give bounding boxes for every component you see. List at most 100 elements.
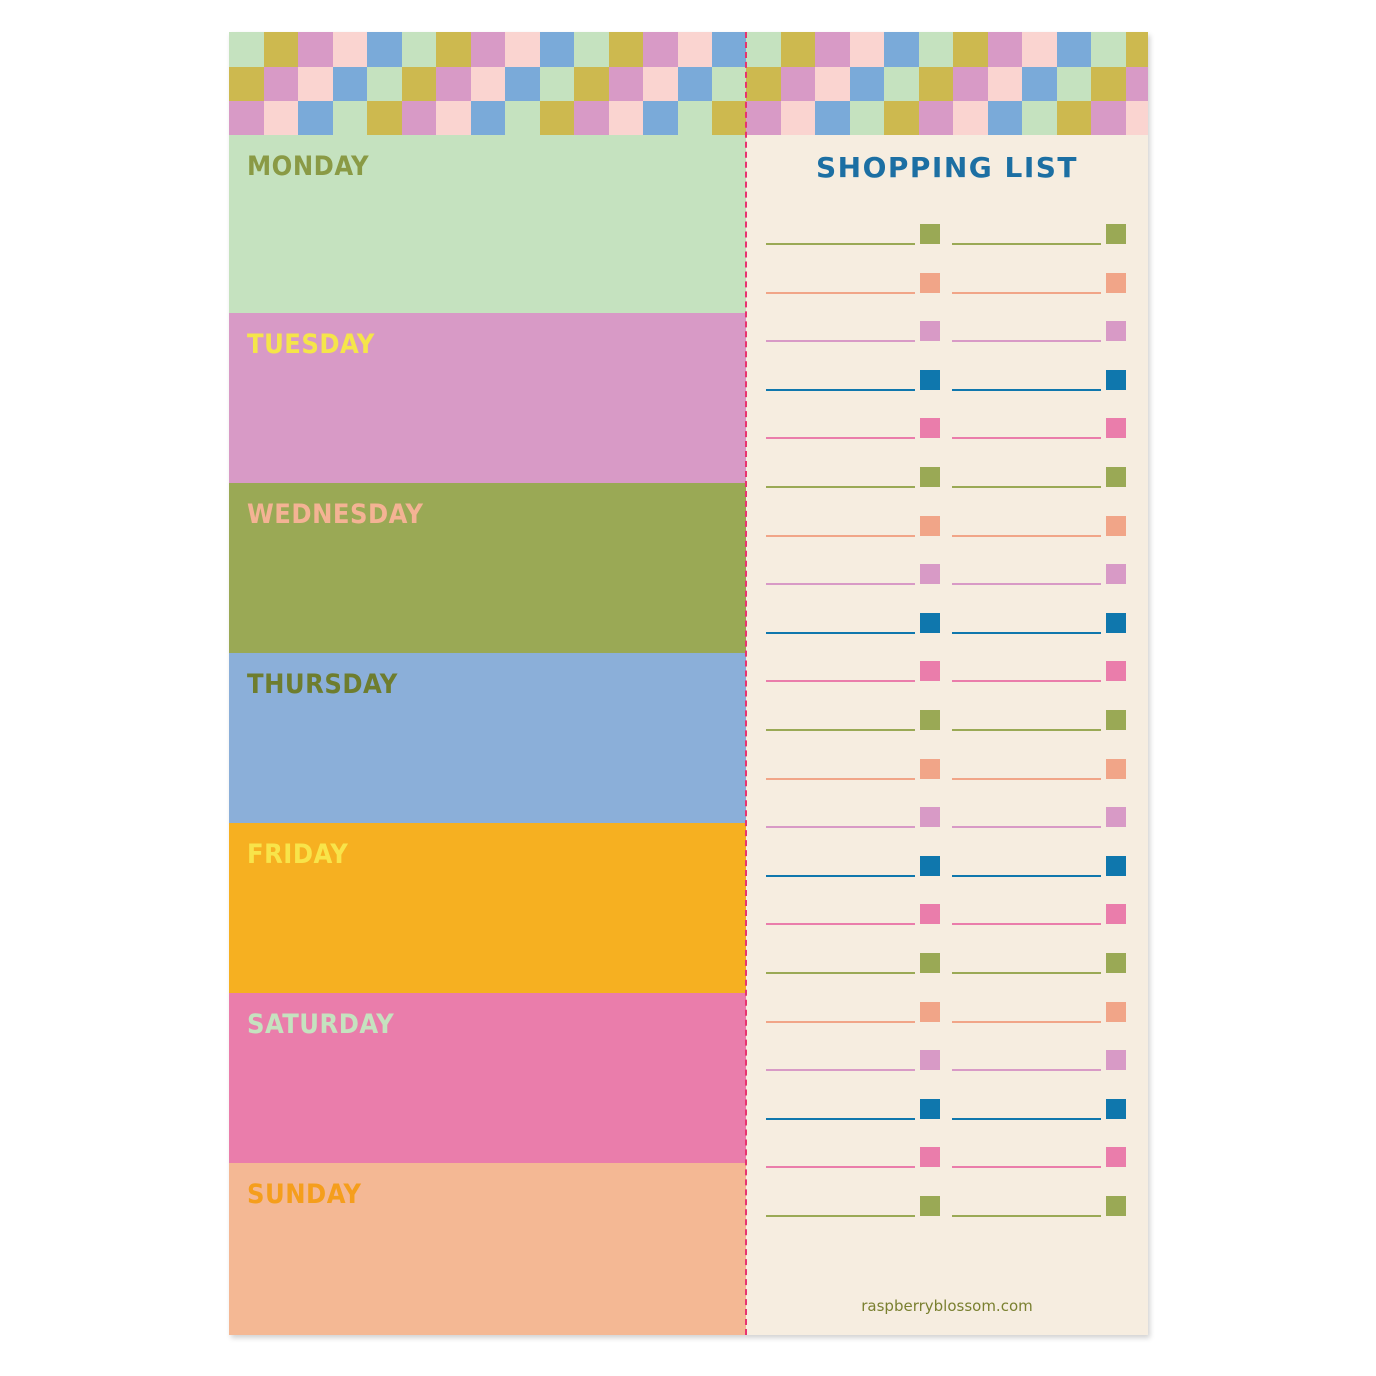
shopping-item-checkbox[interactable] <box>920 855 940 876</box>
shopping-item-checkbox[interactable] <box>920 1050 940 1071</box>
shopping-item-checkbox[interactable] <box>1106 1098 1126 1119</box>
day-section-sunday[interactable]: SUNDAY <box>229 1163 746 1335</box>
shopping-item-checkbox[interactable] <box>920 661 940 682</box>
shopping-item-line[interactable] <box>952 1069 1101 1072</box>
shopping-item-line[interactable] <box>766 583 915 586</box>
shopping-item-checkbox[interactable] <box>1106 758 1126 779</box>
shopping-item-checkbox[interactable] <box>1106 661 1126 682</box>
shopping-item-checkbox[interactable] <box>920 564 940 585</box>
checker-square <box>367 32 402 67</box>
shopping-item-line[interactable] <box>766 243 915 245</box>
shopping-item-checkbox[interactable] <box>1106 224 1126 244</box>
shopping-item-line[interactable] <box>766 972 915 974</box>
day-section-monday[interactable]: MONDAY <box>229 135 746 313</box>
shopping-item-line[interactable] <box>952 874 1101 877</box>
shopping-item-line[interactable] <box>766 729 915 731</box>
shopping-item-checkbox[interactable] <box>920 321 940 342</box>
shopping-item-checkbox[interactable] <box>1106 321 1126 342</box>
shopping-item-line[interactable] <box>952 1215 1101 1217</box>
shopping-item-line[interactable] <box>766 1069 915 1072</box>
shopping-item-checkbox[interactable] <box>1106 953 1126 973</box>
shopping-item-line[interactable] <box>952 534 1101 537</box>
checker-square <box>470 32 506 67</box>
shopping-item-line[interactable] <box>952 777 1101 780</box>
day-section-thursday[interactable]: THURSDAY <box>229 653 746 823</box>
shopping-item-checkbox[interactable] <box>920 1001 940 1022</box>
shopping-item-checkbox[interactable] <box>920 758 940 779</box>
checker-square <box>815 66 850 102</box>
shopping-item-checkbox[interactable] <box>920 224 940 244</box>
shopping-item-line[interactable] <box>952 486 1101 488</box>
shopping-item-line[interactable] <box>766 340 915 343</box>
day-label: SATURDAY <box>247 1009 395 1040</box>
shopping-item-line[interactable] <box>952 243 1101 245</box>
shopping-item-checkbox[interactable] <box>920 369 940 390</box>
shopping-item-line[interactable] <box>766 826 915 829</box>
shopping-item-line[interactable] <box>766 631 915 634</box>
shopping-item-checkbox[interactable] <box>1106 855 1126 876</box>
shopping-item-line[interactable] <box>766 534 915 537</box>
shopping-item-checkbox[interactable] <box>1106 1050 1126 1071</box>
shopping-item-checkbox[interactable] <box>1106 369 1126 390</box>
shopping-item-line[interactable] <box>952 729 1101 731</box>
shopping-item-line[interactable] <box>952 631 1101 634</box>
shopping-item-line[interactable] <box>766 1215 915 1217</box>
shopping-item-checkbox[interactable] <box>920 1098 940 1119</box>
shopping-item-line[interactable] <box>766 874 915 877</box>
shopping-item-checkbox[interactable] <box>1106 467 1126 487</box>
shopping-item-line[interactable] <box>952 972 1101 974</box>
shopping-item-line[interactable] <box>766 486 915 488</box>
shopping-item-line[interactable] <box>952 1117 1101 1120</box>
shopping-item-checkbox[interactable] <box>920 612 940 633</box>
shopping-item-line[interactable] <box>766 1020 915 1023</box>
day-section-saturday[interactable]: SATURDAY <box>229 993 746 1163</box>
shopping-item-checkbox[interactable] <box>920 953 940 973</box>
shopping-item-checkbox[interactable] <box>920 807 940 828</box>
shopping-item-checkbox[interactable] <box>1106 272 1126 293</box>
shopping-item-line[interactable] <box>952 437 1101 440</box>
shopping-item-line[interactable] <box>952 1020 1101 1023</box>
shopping-item-checkbox[interactable] <box>1106 1001 1126 1022</box>
shopping-item-checkbox[interactable] <box>1106 515 1126 536</box>
shopping-item-checkbox[interactable] <box>920 418 940 439</box>
day-section-tuesday[interactable]: TUESDAY <box>229 313 746 483</box>
shopping-item-checkbox[interactable] <box>1106 807 1126 828</box>
checker-square <box>1056 101 1092 135</box>
shopping-item-line[interactable] <box>766 1166 915 1169</box>
shopping-item-line[interactable] <box>766 1117 915 1120</box>
checker-square <box>780 66 816 102</box>
shopping-item-checkbox[interactable] <box>920 904 940 925</box>
shopping-item-line[interactable] <box>766 923 915 926</box>
shopping-item-line[interactable] <box>766 680 915 683</box>
shopping-item-checkbox[interactable] <box>920 467 940 487</box>
shopping-item-line[interactable] <box>952 680 1101 683</box>
day-section-wednesday[interactable]: WEDNESDAY <box>229 483 746 653</box>
shopping-item-line[interactable] <box>952 826 1101 829</box>
day-section-friday[interactable]: FRIDAY <box>229 823 746 993</box>
shopping-item-line[interactable] <box>952 1166 1101 1169</box>
shopping-item-checkbox[interactable] <box>1106 418 1126 439</box>
shopping-item-checkbox[interactable] <box>1106 1147 1126 1168</box>
shopping-item-line[interactable] <box>952 923 1101 926</box>
shopping-item-line[interactable] <box>952 291 1101 294</box>
shopping-item-checkbox[interactable] <box>1106 612 1126 633</box>
shopping-item-line[interactable] <box>952 388 1101 391</box>
shopping-item-checkbox[interactable] <box>1106 1196 1126 1216</box>
day-label: SUNDAY <box>247 1179 362 1210</box>
shopping-item-checkbox[interactable] <box>920 1147 940 1168</box>
shopping-item-checkbox[interactable] <box>920 272 940 293</box>
shopping-item-line[interactable] <box>952 340 1101 343</box>
shopping-item-line[interactable] <box>766 291 915 294</box>
shopping-item-checkbox[interactable] <box>920 515 940 536</box>
shopping-item-line[interactable] <box>952 583 1101 586</box>
shopping-item-checkbox[interactable] <box>920 1196 940 1216</box>
shopping-item-line[interactable] <box>766 777 915 780</box>
shopping-item-line[interactable] <box>766 388 915 391</box>
shopping-item-checkbox[interactable] <box>1106 564 1126 585</box>
shopping-item-checkbox[interactable] <box>920 710 940 730</box>
shopping-item-checkbox[interactable] <box>1106 904 1126 925</box>
checker-square <box>849 66 885 102</box>
shopping-item-line[interactable] <box>766 437 915 440</box>
checker-square <box>229 66 264 102</box>
shopping-item-checkbox[interactable] <box>1106 710 1126 730</box>
